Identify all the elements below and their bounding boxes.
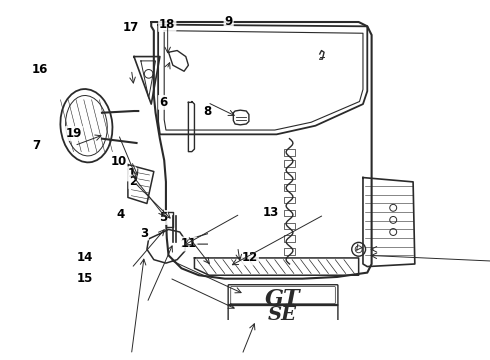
Text: 13: 13 [263, 206, 279, 219]
Bar [284, 160, 294, 167]
Text: 8: 8 [203, 105, 212, 118]
Text: 19: 19 [66, 127, 82, 140]
Text: 16: 16 [32, 63, 49, 76]
Text: SE: SE [268, 306, 297, 324]
Text: 15: 15 [76, 272, 93, 285]
Bar [284, 210, 294, 216]
Text: 14: 14 [76, 251, 93, 265]
Bar [284, 184, 294, 192]
Bar [284, 197, 294, 203]
Text: 2: 2 [129, 175, 138, 188]
Text: 12: 12 [242, 251, 258, 265]
Text: 7: 7 [32, 139, 40, 152]
Text: 10: 10 [110, 155, 127, 168]
Text: 4: 4 [117, 208, 125, 221]
Text: 5: 5 [159, 211, 167, 224]
Text: 6: 6 [159, 96, 167, 109]
Text: GT: GT [265, 288, 300, 310]
Bar [284, 172, 294, 179]
Text: 18: 18 [159, 18, 175, 31]
Text: 9: 9 [224, 15, 233, 28]
Text: 11: 11 [180, 238, 196, 251]
Text: 3: 3 [140, 226, 148, 239]
Text: 17: 17 [123, 21, 139, 34]
Bar [284, 248, 294, 255]
Text: 1: 1 [127, 167, 135, 180]
Bar [284, 222, 294, 229]
Bar [284, 235, 294, 242]
Bar [284, 149, 294, 156]
